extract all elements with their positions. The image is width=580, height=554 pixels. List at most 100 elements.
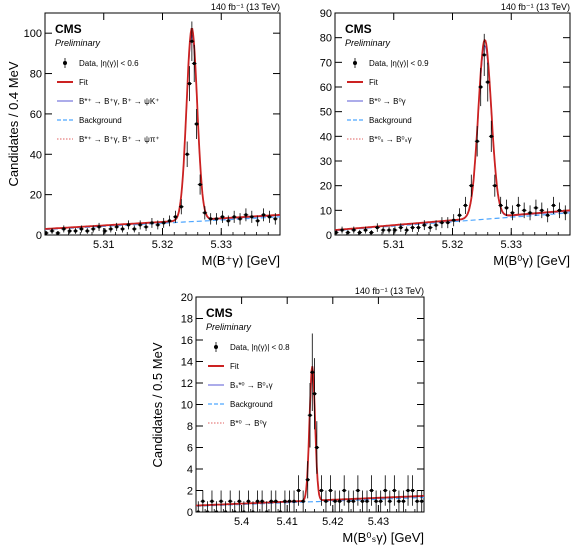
data-marker xyxy=(261,213,266,217)
data-marker xyxy=(210,499,214,503)
legend-entry-fit: Fit xyxy=(57,78,89,87)
data-marker xyxy=(374,499,378,503)
data-point xyxy=(378,490,383,512)
y-tick-label: 40 xyxy=(320,131,332,143)
data-marker xyxy=(214,217,219,221)
x-tick-label: 5.42 xyxy=(322,516,343,528)
legend-entry-background: Background xyxy=(208,400,273,409)
data-point xyxy=(45,230,49,235)
data-point xyxy=(249,210,255,223)
data-marker xyxy=(265,510,269,512)
legend-label-secondary: B*⁺ → B⁺γ, B⁺ → ψπ⁺ xyxy=(79,135,160,144)
y-tick-label: 14 xyxy=(181,357,193,369)
y-tick-label: 70 xyxy=(320,57,332,69)
data-point xyxy=(492,174,498,197)
y-tick-label: 0 xyxy=(326,230,332,242)
data-marker xyxy=(340,228,344,232)
data-marker xyxy=(214,510,219,512)
data-point xyxy=(282,490,288,512)
data-point xyxy=(246,490,251,512)
legend-label-background: Background xyxy=(230,400,273,409)
x-tick-label: 5.32 xyxy=(442,239,463,251)
data-point xyxy=(439,217,445,229)
data-marker xyxy=(179,205,183,209)
data-marker xyxy=(250,215,254,219)
data-point xyxy=(416,223,421,232)
data-point xyxy=(328,475,333,506)
data-point xyxy=(96,222,102,231)
data-point xyxy=(357,230,363,235)
y-tick-label: 20 xyxy=(320,181,332,193)
data-marker xyxy=(393,228,397,232)
data-marker xyxy=(232,215,236,219)
data-point xyxy=(137,220,143,230)
data-marker xyxy=(328,488,333,493)
data-point xyxy=(562,205,568,221)
data-point xyxy=(339,226,345,234)
legend-label-data: Data, |η(γ)| < 0.8 xyxy=(230,343,290,352)
legend-label-secondary: B*⁰ₛ → B⁰ₛγ xyxy=(369,135,412,144)
data-point xyxy=(539,202,545,219)
legend-label-secondary: B*⁰ → B⁰γ xyxy=(230,419,267,428)
y-tick-label: 10 xyxy=(320,205,332,217)
background-curve xyxy=(335,212,570,232)
data-point xyxy=(405,475,411,506)
data-point xyxy=(255,490,260,512)
data-point xyxy=(220,210,225,223)
data-marker xyxy=(557,208,562,212)
data-point xyxy=(515,196,521,214)
data-point xyxy=(143,222,149,231)
data-marker xyxy=(319,488,323,493)
data-marker xyxy=(360,499,365,503)
data-point xyxy=(337,490,342,512)
data-marker xyxy=(420,499,424,503)
data-point xyxy=(241,501,247,512)
data-point xyxy=(291,490,297,512)
y-tick-label: 0 xyxy=(36,230,42,242)
data-marker xyxy=(352,228,356,232)
data-point xyxy=(114,222,120,231)
data-marker xyxy=(269,499,273,503)
data-point xyxy=(126,220,131,230)
data-marker xyxy=(297,488,301,493)
data-marker xyxy=(237,499,241,503)
data-marker xyxy=(457,213,462,217)
data-point xyxy=(173,210,178,223)
data-marker xyxy=(251,510,255,512)
data-point xyxy=(488,120,494,152)
data-point xyxy=(521,202,527,219)
legend-data-marker xyxy=(63,61,67,65)
data-marker xyxy=(56,231,60,235)
y-tick-label: 60 xyxy=(320,82,332,94)
data-marker xyxy=(85,229,89,233)
data-marker xyxy=(68,229,72,233)
legend-label-background: Background xyxy=(79,116,122,125)
data-point xyxy=(225,215,231,227)
data-point xyxy=(398,223,404,232)
data-marker xyxy=(255,499,260,503)
data-point xyxy=(410,223,415,232)
data-point xyxy=(392,226,398,234)
data-marker xyxy=(356,488,360,493)
data-marker xyxy=(185,152,189,156)
x-tick-label: 5.32 xyxy=(152,239,173,251)
data-point xyxy=(259,490,265,512)
data-point xyxy=(451,214,457,227)
data-point xyxy=(351,490,356,512)
data-point xyxy=(355,475,361,506)
y-tick-label: 90 xyxy=(320,8,332,20)
data-point xyxy=(214,501,219,512)
data-point xyxy=(161,217,167,228)
x-tick-label: 5.43 xyxy=(368,516,389,528)
data-point xyxy=(255,215,261,227)
data-marker xyxy=(440,221,444,225)
data-point xyxy=(191,44,197,83)
legend-label-background: Background xyxy=(369,116,412,125)
data-marker xyxy=(333,499,337,503)
legend-entry-fit: Fit xyxy=(208,362,240,371)
data-marker xyxy=(563,211,567,215)
data-point xyxy=(196,501,201,512)
data-point xyxy=(214,213,219,225)
data-point xyxy=(392,475,397,506)
data-marker xyxy=(103,229,107,233)
